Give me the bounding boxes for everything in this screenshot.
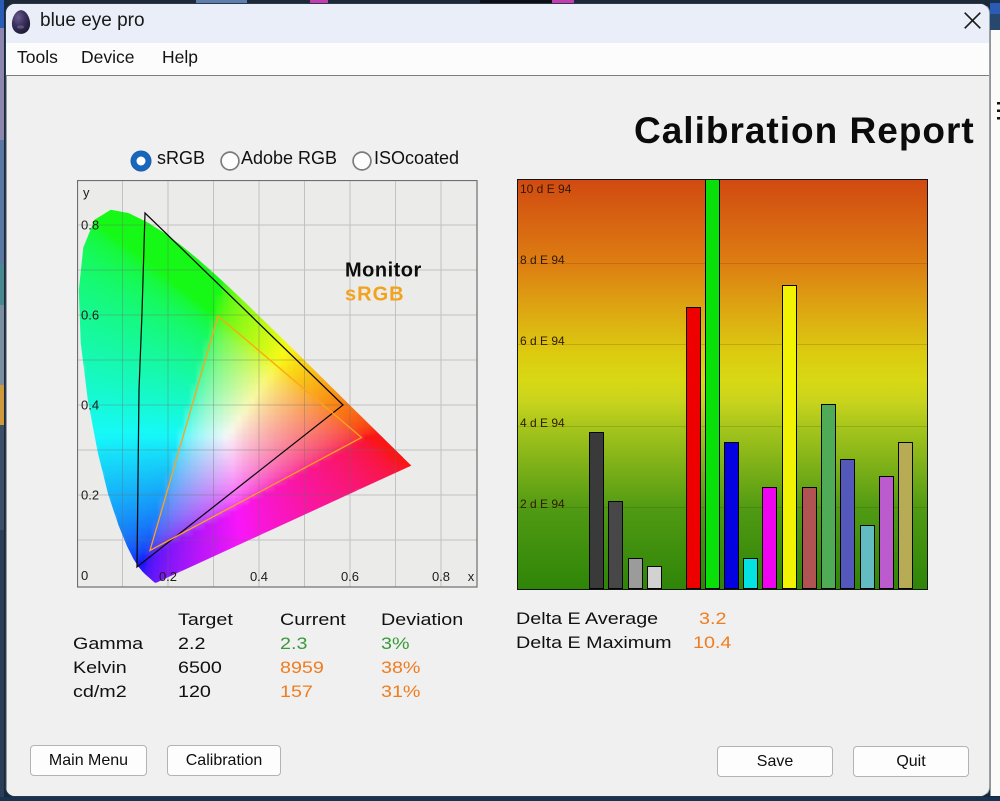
svg-text:0.4: 0.4: [250, 569, 268, 584]
svg-text:0.6: 0.6: [81, 308, 99, 323]
svg-text:0.4: 0.4: [81, 398, 99, 413]
svg-text:Monitor: Monitor: [345, 260, 422, 282]
svg-text:0: 0: [81, 568, 88, 583]
svg-text:0.2: 0.2: [159, 569, 177, 584]
svg-text:0.6: 0.6: [341, 569, 359, 584]
svg-text:0.2: 0.2: [81, 488, 99, 503]
svg-text:y: y: [83, 185, 90, 200]
svg-text:sRGB: sRGB: [345, 284, 405, 306]
svg-text:0.8: 0.8: [432, 569, 450, 584]
svg-text:x: x: [468, 569, 475, 584]
svg-text:0.8: 0.8: [81, 218, 99, 233]
